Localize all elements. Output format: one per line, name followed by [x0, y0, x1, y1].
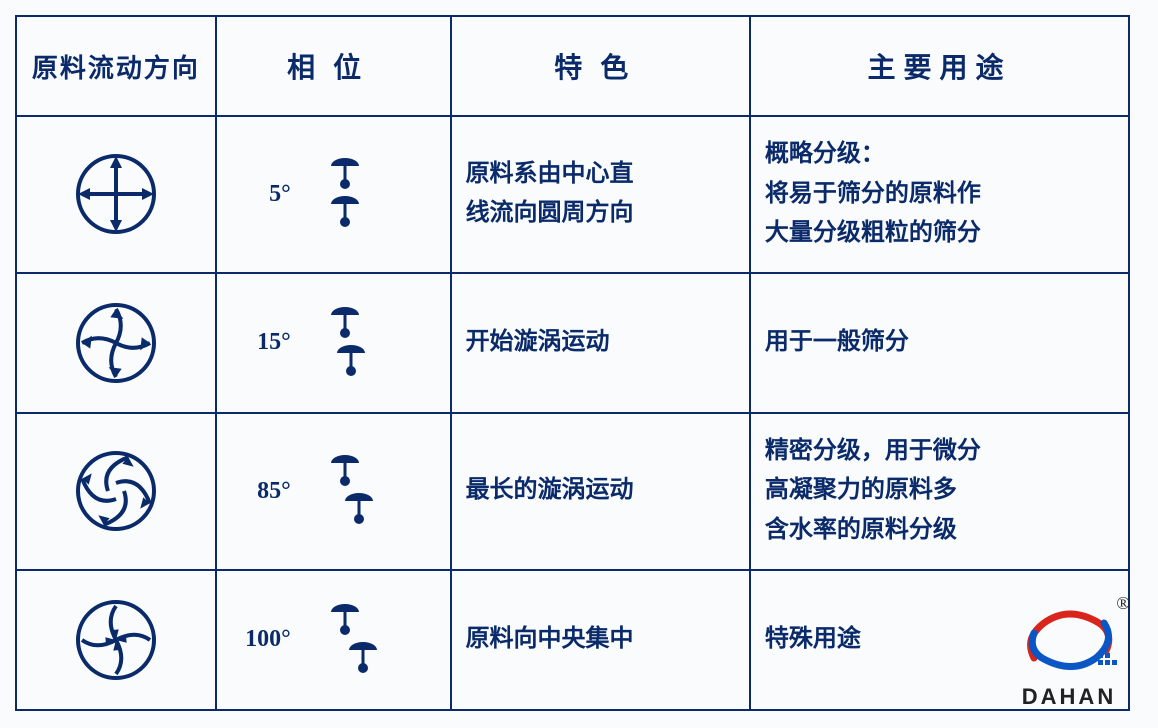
- pendulum-icon: [313, 600, 377, 680]
- table-row: 85° 最长的漩涡运动精密分级，用于微分高凝聚力的原料多含水率的原料分级: [16, 413, 1129, 570]
- feature-text: 原料系由中心直线流向圆周方向: [451, 116, 750, 273]
- phase-degree: 100°: [231, 626, 291, 653]
- phase-cell: 5°: [216, 116, 451, 273]
- table-row: 5° 原料系由中心直线流向圆周方向概略分级：将易于筛分的原料作大量分级粗粒的筛分: [16, 116, 1129, 273]
- feature-text: 原料向中央集中: [451, 570, 750, 710]
- flow-direction-icon: [16, 413, 216, 570]
- header-usage: 主要用途: [750, 16, 1129, 116]
- header-flow: 原料流动方向: [16, 16, 216, 116]
- table-row: 100°原料向中央集中特殊用途: [16, 570, 1129, 710]
- pendulum-icon: [313, 154, 377, 234]
- feature-text: 开始漩涡运动: [451, 273, 750, 413]
- header-phase: 相位: [216, 16, 451, 116]
- logo-text: DAHAN: [1014, 684, 1124, 710]
- pendulum-icon: [313, 303, 377, 383]
- header-row: 原料流动方向 相位 特色 主要用途: [16, 16, 1129, 116]
- feature-text: 最长的漩涡运动: [451, 413, 750, 570]
- logo-swirl-icon: [1014, 603, 1124, 675]
- flow-direction-icon: [16, 273, 216, 413]
- usage-text: 概略分级：将易于筛分的原料作大量分级粗粒的筛分: [750, 116, 1129, 273]
- brand-logo: ® DAHAN: [1014, 603, 1124, 710]
- pendulum-icon: [313, 451, 377, 531]
- table-row: 15° 开始漩涡运动用于一般筛分: [16, 273, 1129, 413]
- phase-cell: 15°: [216, 273, 451, 413]
- registered-mark: ®: [1116, 593, 1130, 614]
- flow-direction-icon: [16, 570, 216, 710]
- usage-text: 精密分级，用于微分高凝聚力的原料多含水率的原料分级: [750, 413, 1129, 570]
- flow-direction-icon: [16, 116, 216, 273]
- phase-cell: 85°: [216, 413, 451, 570]
- phase-degree: 15°: [231, 329, 291, 356]
- spec-table: 原料流动方向 相位 特色 主要用途 5° 原料系由中心直线流向圆周方向概略分级：将…: [15, 15, 1130, 711]
- table-body: 5°原料系由中心直线流向圆周方向概略分级：将易于筛分的原料作大量分级粗粒的筛分1…: [16, 116, 1129, 710]
- header-feature: 特色: [451, 16, 750, 116]
- phase-degree: 5°: [231, 181, 291, 208]
- phase-cell: 100°: [216, 570, 451, 710]
- phase-degree: 85°: [231, 478, 291, 505]
- usage-text: 用于一般筛分: [750, 273, 1129, 413]
